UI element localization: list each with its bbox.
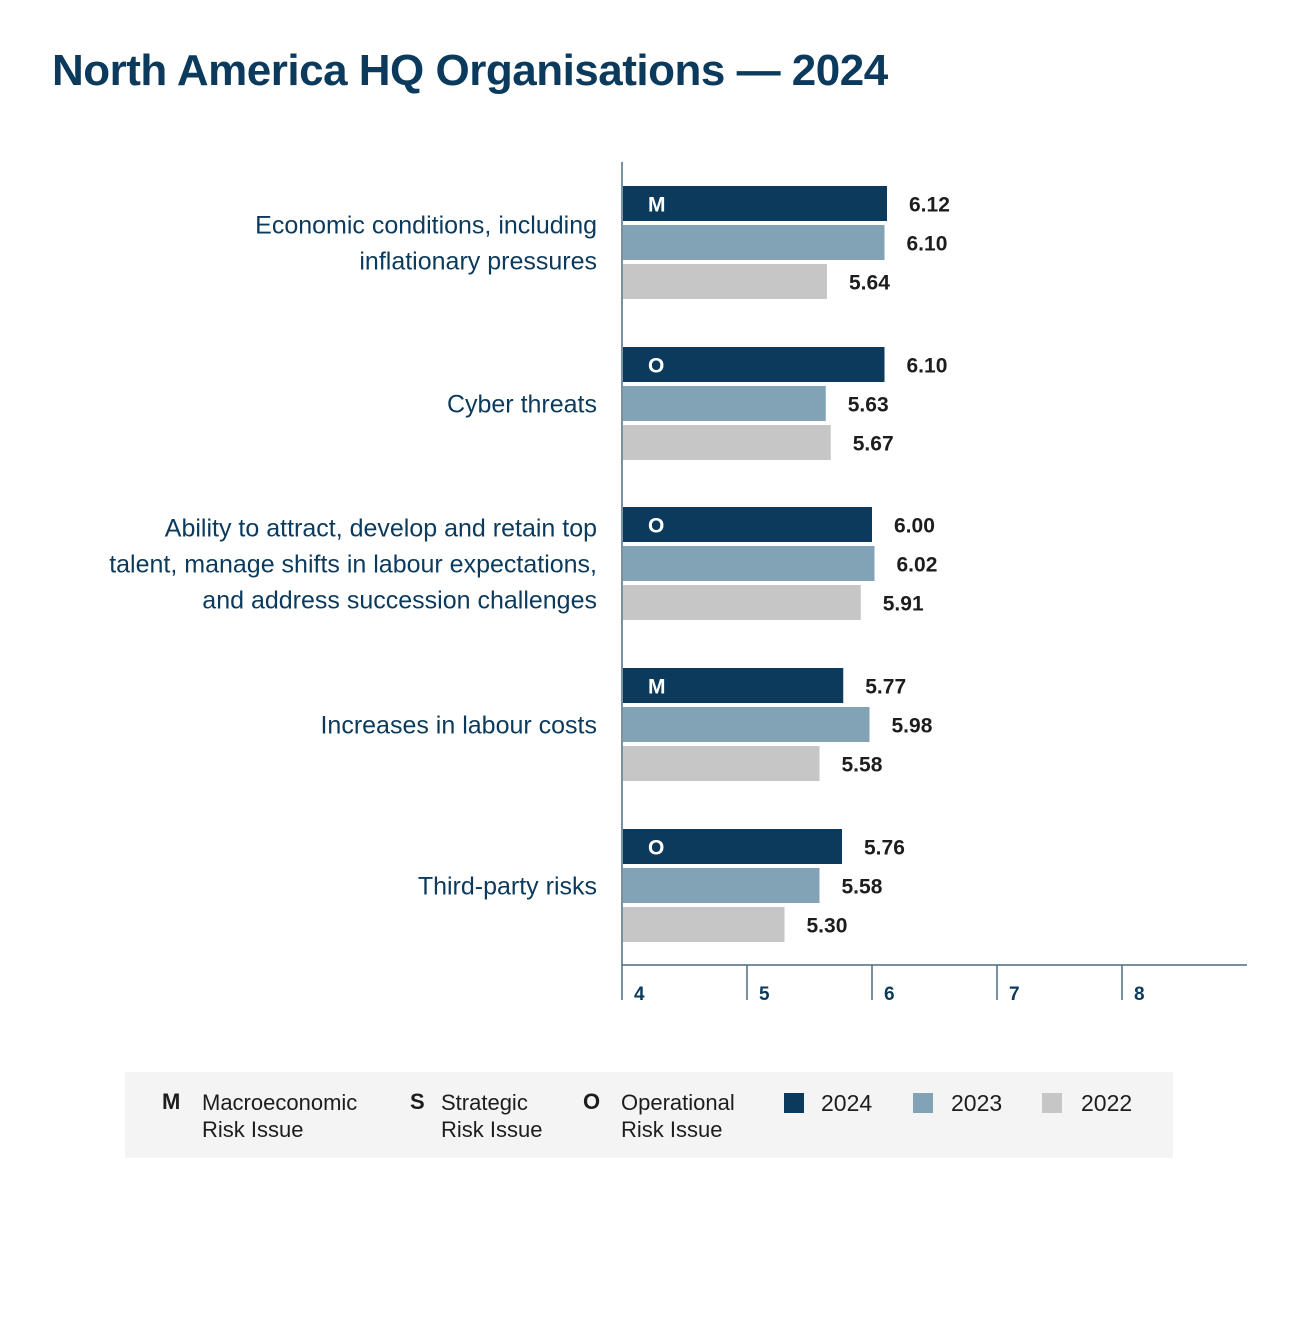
bar-2022-5 [623, 907, 785, 942]
risk-code-1: M [648, 194, 666, 217]
data-label-2023-4: 5.98 [892, 715, 933, 738]
bar-2023-4 [623, 707, 870, 742]
category-label-4-line-1: Increases in labour costs [320, 712, 597, 740]
legend-swatch-2023 [913, 1093, 933, 1113]
x-tick-label-8: 8 [1134, 984, 1145, 1005]
data-label-2022-5: 5.30 [807, 915, 848, 938]
legend-operational-line2: Risk Issue [621, 1117, 723, 1142]
chart-title: North America HQ Organisations — 2024 [52, 46, 888, 95]
bar-2024-2 [623, 347, 885, 382]
category-label-2-line-1: Cyber threats [447, 391, 597, 419]
category-label-1-line-2: inflationary pressures [359, 248, 597, 276]
bar-2022-2 [623, 425, 831, 460]
bar-2023-5 [623, 868, 820, 903]
legend-year-2022: 2022 [1081, 1090, 1133, 1116]
legend-operational-line1: Operational [621, 1090, 735, 1115]
legend-code-operational: O [583, 1089, 601, 1114]
bar-2024-4 [623, 668, 844, 703]
category-label-3-line-2: talent, manage shifts in labour expectat… [109, 551, 597, 579]
legend-code-macroeconomic: M [162, 1089, 181, 1114]
data-label-2024-4: 5.77 [865, 676, 906, 699]
legend-strategic-label: Strategic Risk Issue [441, 1089, 611, 1143]
risk-code-5: O [648, 837, 664, 860]
data-label-2023-1: 6.10 [907, 233, 948, 256]
bar-2022-4 [623, 746, 820, 781]
data-label-2024-1: 6.12 [909, 194, 950, 217]
data-label-2023-3: 6.02 [897, 554, 938, 577]
data-label-2022-4: 5.58 [842, 754, 883, 777]
x-tick-label-7: 7 [1009, 984, 1020, 1005]
risk-code-4: M [648, 676, 666, 699]
risk-code-2: O [648, 355, 664, 378]
data-label-2022-3: 5.91 [883, 593, 924, 616]
legend-year-2023: 2023 [951, 1090, 1003, 1116]
legend-code-strategic: S [410, 1089, 425, 1114]
data-label-2024-2: 6.10 [907, 355, 948, 378]
x-tick-label-6: 6 [884, 984, 895, 1005]
bar-2024-5 [623, 829, 842, 864]
legend: M Macroeconomic Risk Issue S Strategic R… [125, 1072, 1173, 1158]
data-label-2024-3: 6.00 [894, 515, 935, 538]
data-label-2023-5: 5.58 [842, 876, 883, 899]
data-label-2023-2: 5.63 [848, 394, 889, 417]
legend-swatch-2022 [1042, 1093, 1062, 1113]
bar-2023-1 [623, 225, 885, 260]
bar-2024-3 [623, 507, 872, 542]
bar-2023-3 [623, 546, 875, 581]
bar-2024-1 [623, 186, 887, 221]
category-label-3-line-1: Ability to attract, develop and retain t… [165, 515, 597, 543]
x-tick-label-4: 4 [634, 984, 645, 1005]
legend-macroeconomic-line2: Risk Issue [202, 1117, 304, 1142]
legend-swatch-2024 [784, 1093, 804, 1113]
bar-chart: 6.12 6.10 5.64 M Economic conditions, includ… [109, 162, 1247, 1005]
data-label-2022-1: 5.64 [849, 272, 890, 295]
legend-operational-label: Operational Risk Issue [621, 1089, 791, 1143]
legend-macroeconomic-label: Macroeconomic Risk Issue [202, 1089, 372, 1143]
bar-2023-2 [623, 386, 826, 421]
data-label-2022-2: 5.67 [853, 433, 894, 456]
legend-year-2024: 2024 [821, 1090, 873, 1116]
legend-strategic-line2: Risk Issue [441, 1117, 543, 1142]
legend-macroeconomic-line1: Macroeconomic [202, 1090, 358, 1115]
data-label-2024-5: 5.76 [864, 837, 905, 860]
category-label-5-line-1: Third-party risks [418, 873, 597, 901]
bar-2022-1 [623, 264, 827, 299]
bar-2022-3 [623, 585, 861, 620]
x-tick-label-5: 5 [759, 984, 770, 1005]
category-label-3-line-3: and address succession challenges [202, 587, 597, 615]
risk-code-3: O [648, 515, 664, 538]
legend-strategic-line1: Strategic [441, 1090, 528, 1115]
category-label-1-line-1: Economic conditions, including [255, 212, 597, 240]
